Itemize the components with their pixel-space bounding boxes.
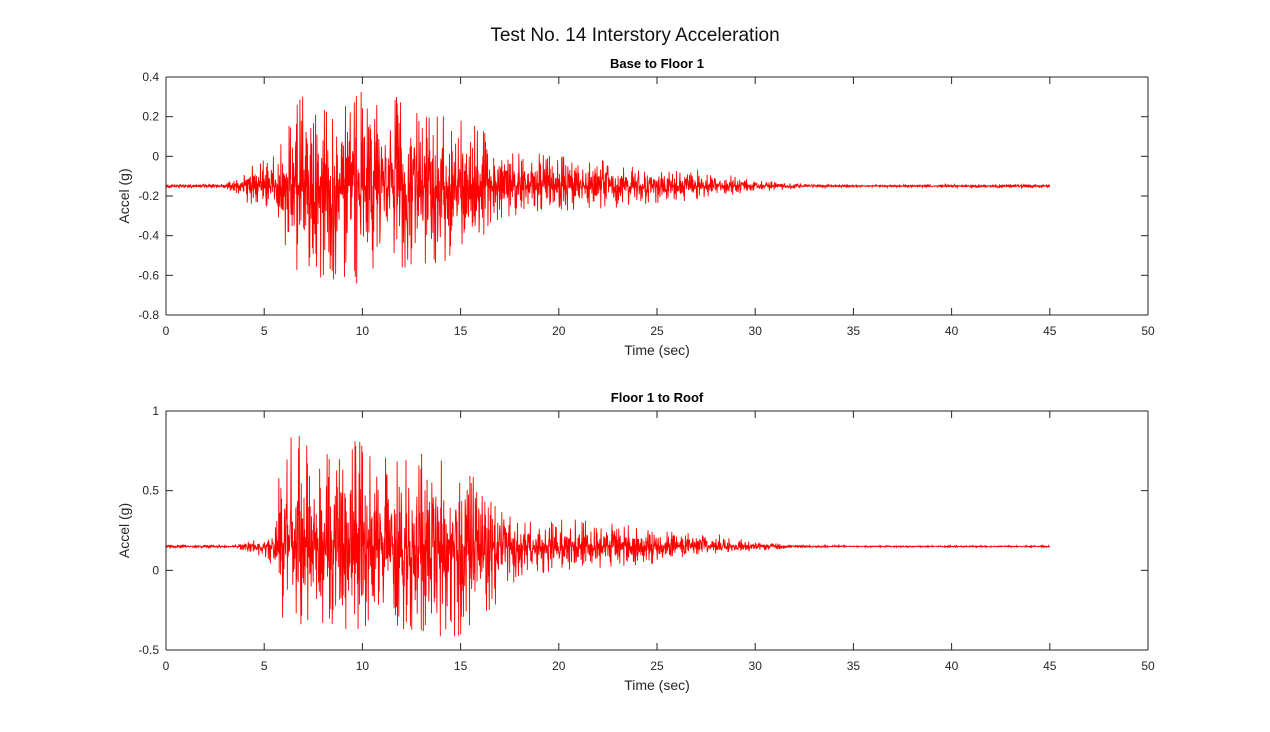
x-tick-label: 0	[163, 659, 170, 673]
x-tick-label: 20	[552, 659, 566, 673]
y-tick-label: 0	[152, 563, 159, 577]
x-tick-label: 50	[1141, 659, 1155, 673]
x-tick-label: 10	[356, 324, 370, 338]
x-tick-label: 10	[356, 659, 370, 673]
x-tick-label: 40	[945, 324, 959, 338]
x-tick-label: 0	[163, 324, 170, 338]
x-axis-label: Time (sec)	[624, 677, 690, 693]
x-tick-label: 50	[1141, 324, 1155, 338]
y-tick-label: -0.6	[138, 268, 159, 282]
subplot-1: 0 5 10 15 20 25 30 35 40 45 50 -0.8 -0.6 -0.4 -0.2 0 0.2…	[116, 56, 1155, 358]
y-tick-label: 0.5	[142, 484, 159, 498]
y-tick-label: -0.5	[138, 643, 159, 657]
y-tick-label: -0.8	[138, 308, 159, 322]
y-tick-label: 0.2	[142, 110, 159, 124]
x-tick-label: 35	[847, 324, 861, 338]
x-tick-label: 15	[454, 324, 468, 338]
subplot-title: Floor 1 to Roof	[611, 390, 704, 405]
subplot-title: Base to Floor 1	[610, 56, 704, 71]
x-tick-label: 45	[1043, 659, 1057, 673]
y-tick-label: 0.4	[142, 70, 159, 84]
x-tick-label: 30	[749, 324, 763, 338]
x-tick-label: 25	[650, 659, 664, 673]
figure-title: Test No. 14 Interstory Acceleration	[490, 25, 780, 46]
x-tick-label: 45	[1043, 324, 1057, 338]
x-tick-label: 15	[454, 659, 468, 673]
x-tick-label: 35	[847, 659, 861, 673]
x-axis-label: Time (sec)	[624, 342, 690, 358]
y-tick-label: 1	[152, 404, 159, 418]
y-tick-label: 0	[152, 149, 159, 163]
accel-trace-1	[165, 92, 1051, 284]
x-tick-label: 25	[650, 324, 664, 338]
x-tick-label: 40	[945, 659, 959, 673]
subplot-2: 0 5 10 15 20 25 30 35 40 45 50 -0.5 0 0.5 1 Floor 1 to …	[116, 390, 1155, 693]
y-axis-label: Accel (g)	[116, 503, 132, 558]
y-axis-label: Accel (g)	[116, 168, 132, 223]
y-tick-label: -0.2	[138, 189, 159, 203]
accel-trace-2	[165, 435, 1051, 637]
x-tick-label: 5	[261, 659, 268, 673]
x-tick-label: 30	[749, 659, 763, 673]
x-tick-label: 5	[261, 324, 268, 338]
y-tick-label: -0.4	[138, 229, 159, 243]
x-tick-label: 20	[552, 324, 566, 338]
